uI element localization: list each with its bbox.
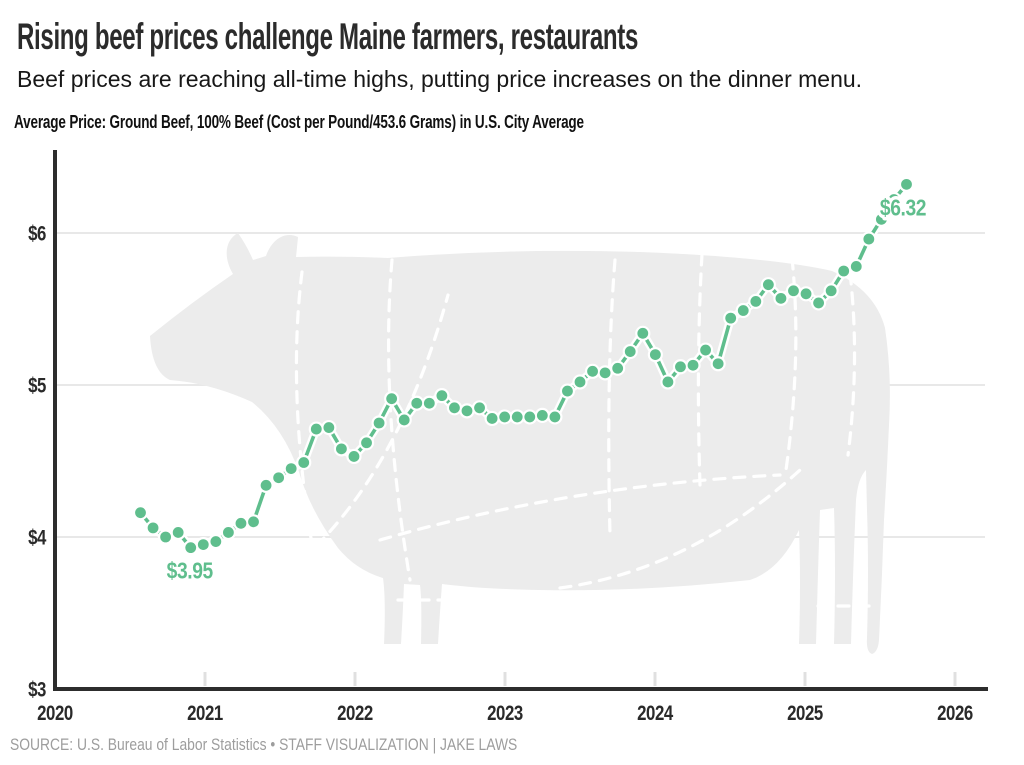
data-point [662, 376, 674, 388]
x-axis-label: 2025 [787, 702, 824, 725]
x-axis-label: 2024 [637, 702, 674, 725]
data-point [423, 397, 435, 409]
annotation-label: $6.32 [880, 195, 927, 221]
beef-price-line-chart: $3 $4 $5 $6 2020 2021 2022 2023 2024 2025 2026 $3.9… [28, 150, 988, 726]
data-point [562, 385, 573, 397]
data-point [524, 411, 536, 423]
data-point [800, 288, 812, 300]
data-point [235, 517, 247, 529]
data-point [386, 393, 398, 405]
data-point [838, 265, 850, 277]
price-series-layer [132, 176, 915, 556]
data-point [411, 397, 423, 409]
data-point [298, 457, 310, 468]
data-point [813, 297, 824, 309]
data-point [863, 233, 875, 245]
data-point [750, 296, 762, 307]
data-point [285, 463, 297, 474]
data-point [449, 402, 460, 414]
source-line: SOURCE: U.S. Bureau of Labor Statistics … [10, 736, 518, 754]
data-point [511, 411, 523, 423]
data-point [197, 539, 209, 550]
data-point [888, 194, 900, 205]
data-point [248, 516, 259, 528]
axes-layer [53, 150, 988, 691]
data-point [637, 327, 649, 339]
data-point [474, 402, 485, 414]
data-point [210, 536, 222, 547]
data-point [398, 414, 410, 426]
data-point [361, 437, 372, 449]
data-point [160, 531, 172, 543]
data-point [624, 346, 636, 357]
data-point [436, 390, 448, 402]
y-axis-label: $6 [28, 223, 46, 246]
data-point [135, 507, 146, 519]
y-axis-label: $4 [28, 527, 47, 550]
data-point [850, 261, 862, 272]
axis-labels-layer: $3 $4 $5 $6 2020 2021 2022 2023 2024 2025 2026 $3.9… [28, 191, 973, 725]
x-axis-label: 2026 [937, 702, 973, 725]
data-point [587, 365, 598, 377]
data-point [649, 349, 661, 360]
page-subtitle: Beef prices are reaching all-time highs,… [17, 66, 863, 92]
data-point [712, 358, 724, 370]
data-point [737, 305, 749, 316]
data-point [461, 405, 473, 417]
data-point [323, 422, 335, 433]
x-axis-label: 2021 [187, 702, 224, 725]
data-point [612, 362, 624, 374]
data-point [675, 361, 686, 373]
data-point [875, 213, 887, 225]
data-point [273, 472, 285, 484]
data-point [599, 367, 611, 379]
data-point [549, 411, 561, 423]
data-point [825, 285, 837, 297]
y-axis-label: $5 [28, 375, 47, 398]
x-axis-label: 2020 [37, 702, 73, 725]
data-point [147, 522, 159, 534]
data-point [574, 376, 586, 388]
data-point [373, 417, 385, 429]
x-axis-label: 2023 [487, 702, 523, 725]
cow-silhouette [150, 233, 890, 654]
data-point [486, 413, 498, 424]
data-point [185, 542, 197, 554]
data-point [536, 410, 548, 421]
data-point [310, 423, 322, 435]
data-point [336, 443, 347, 455]
data-point [762, 279, 774, 291]
data-point [687, 359, 699, 371]
y-axis-label: $3 [28, 679, 46, 702]
data-point [348, 451, 360, 462]
data-point [260, 479, 272, 491]
data-point [901, 178, 912, 190]
annotation-label: $3.95 [167, 558, 214, 584]
data-point [775, 292, 787, 304]
page-title: Rising beef prices challenge Maine farme… [17, 16, 639, 57]
data-point [700, 344, 711, 356]
data-point [172, 527, 184, 538]
chart-title: Average Price: Ground Beef, 100% Beef (C… [14, 112, 584, 132]
data-point [499, 411, 511, 423]
data-point [725, 312, 737, 324]
data-point [223, 527, 234, 538]
data-point [788, 285, 799, 297]
x-axis-label: 2022 [337, 702, 373, 725]
